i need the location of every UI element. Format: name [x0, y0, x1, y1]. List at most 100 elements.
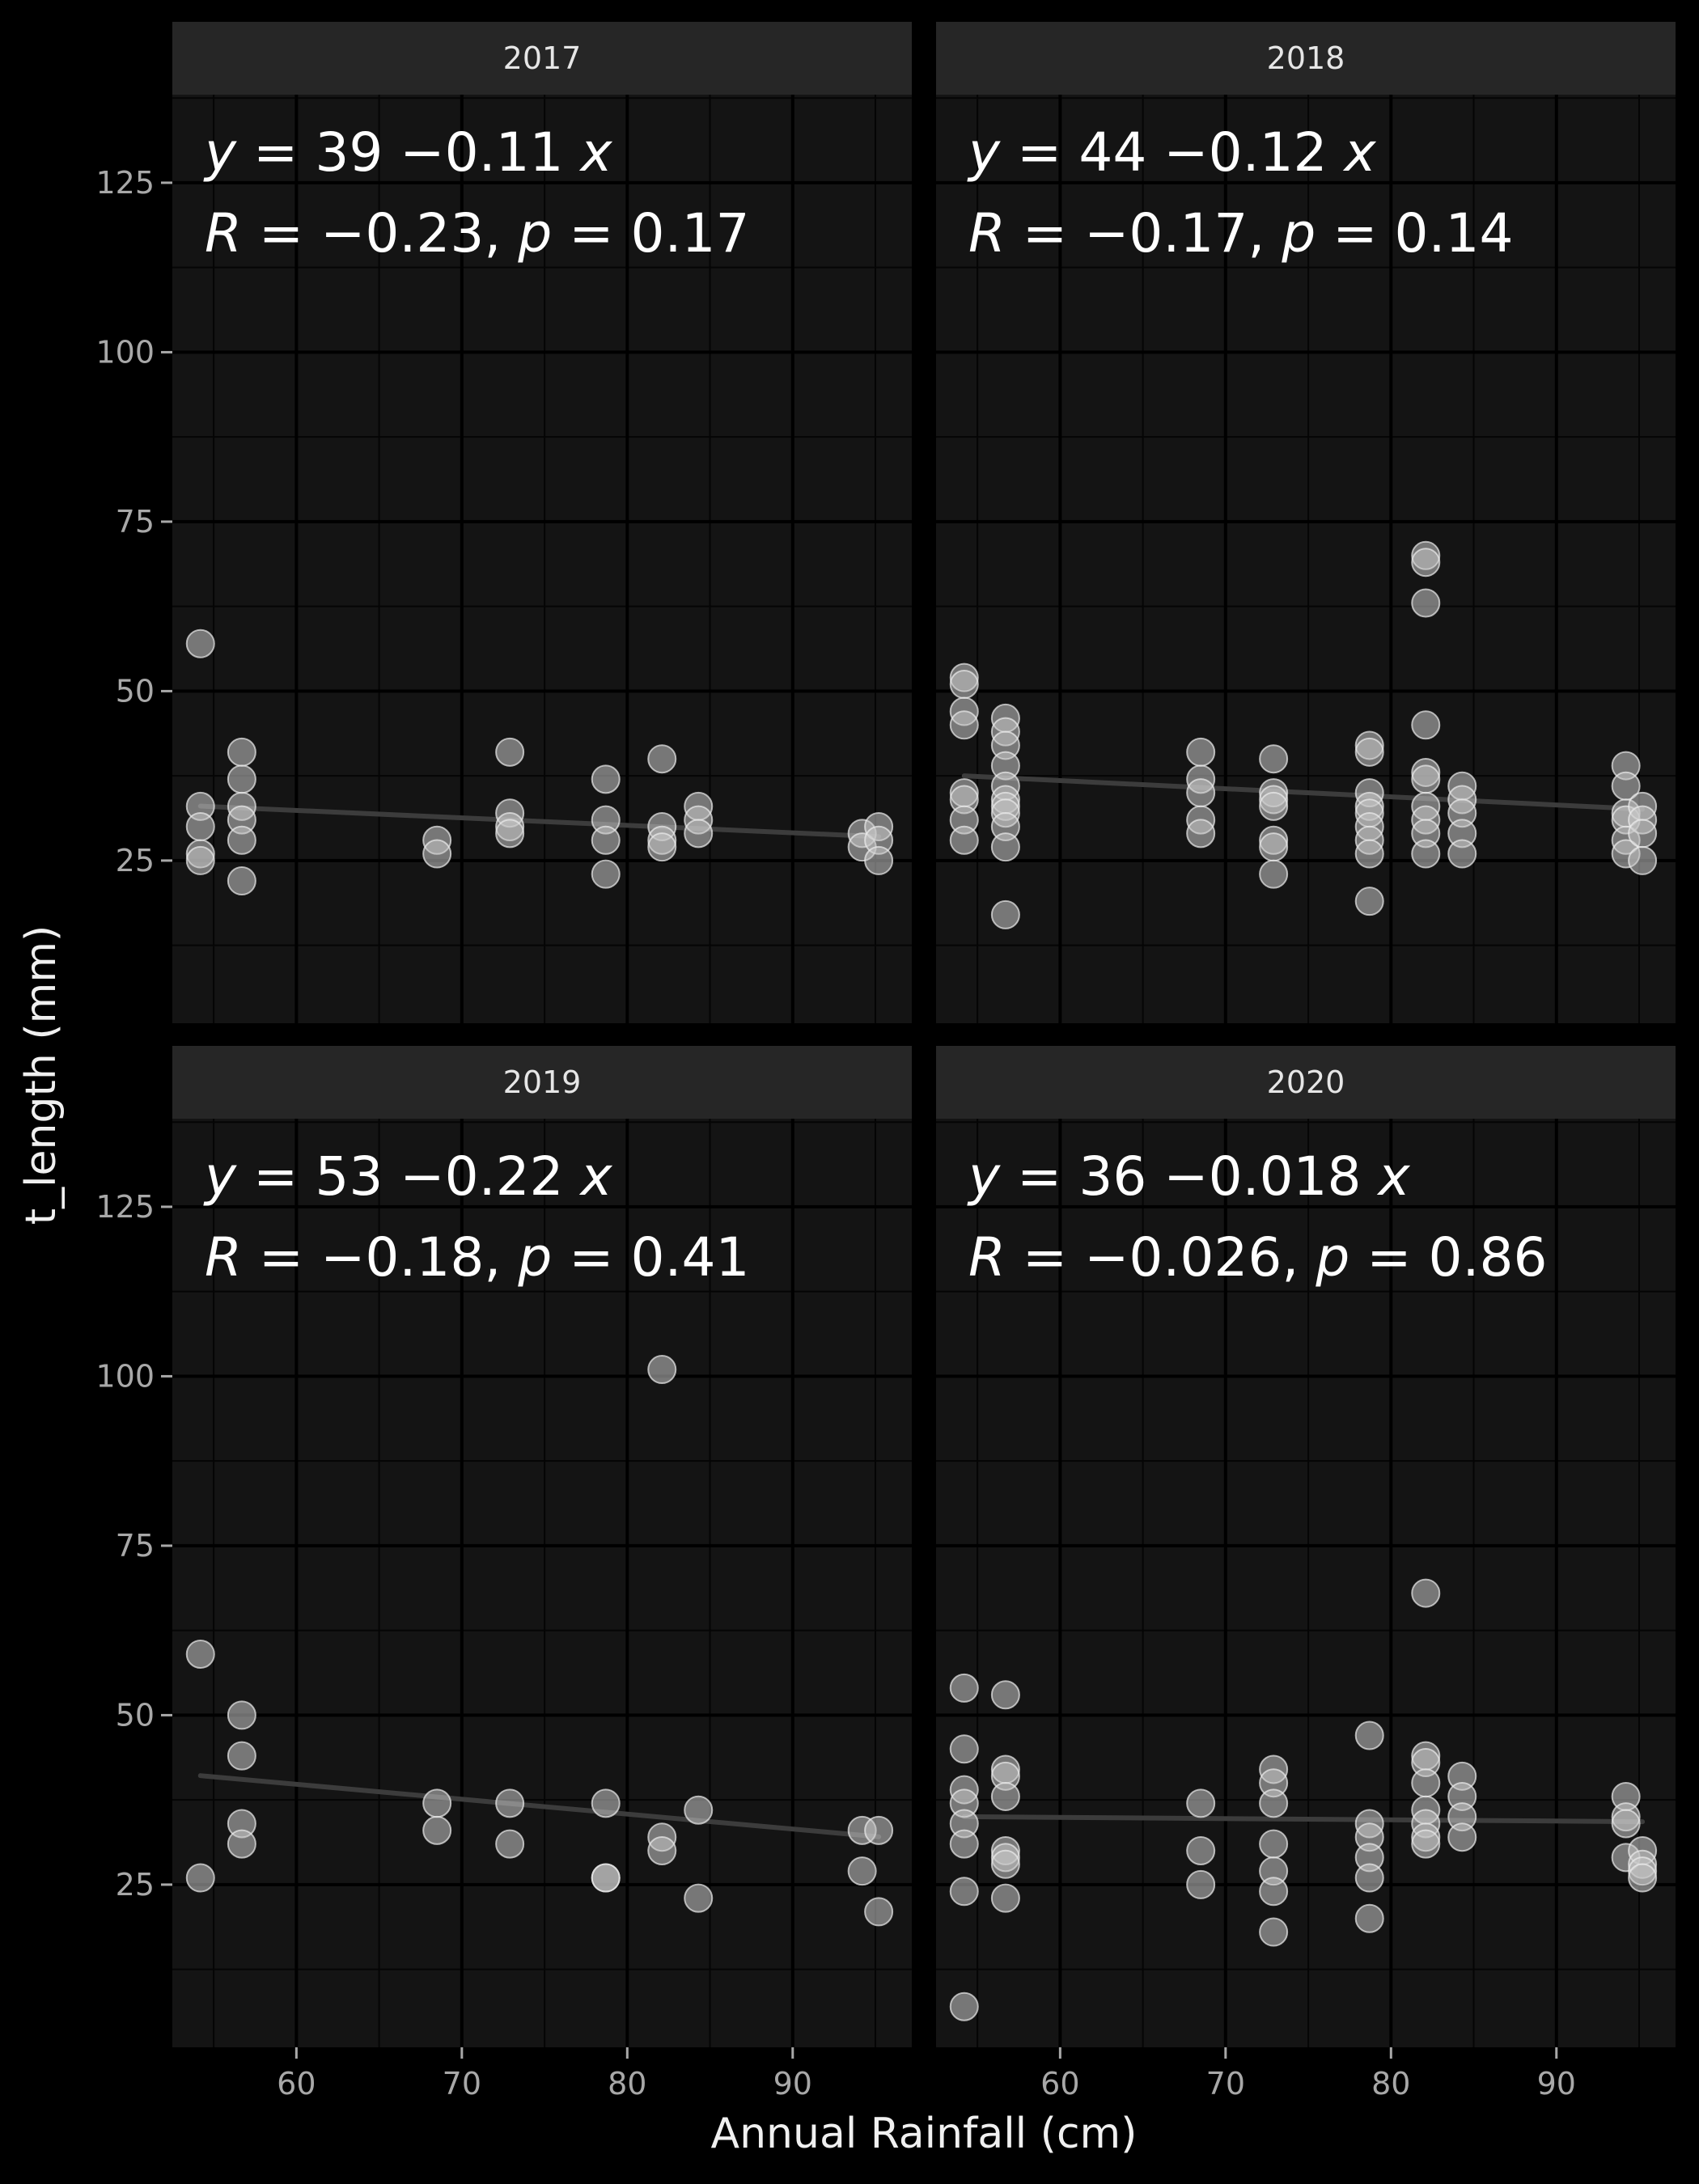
x-tick-label: 60 — [277, 2066, 316, 2101]
trend-line — [197, 803, 882, 840]
data-point — [990, 1883, 1020, 1913]
data-point — [1411, 710, 1441, 740]
data-point — [591, 859, 621, 889]
data-point — [1411, 1768, 1441, 1798]
data-point — [647, 832, 677, 862]
data-point — [1411, 1578, 1441, 1608]
data-point — [949, 710, 979, 740]
data-point — [1354, 1903, 1384, 1933]
facet-strip-label: 2017 — [503, 40, 582, 76]
data-point — [1411, 548, 1441, 578]
data-point — [227, 866, 256, 896]
data-point — [990, 1781, 1020, 1811]
data-point — [949, 1673, 979, 1703]
data-point — [990, 1849, 1020, 1879]
data-point — [647, 744, 677, 774]
facet-panel-2017: 2017 y = 39 −0.11 x R = −0.23, p = 0.17 — [172, 22, 912, 1023]
data-point — [1259, 1877, 1289, 1907]
correlation-stats: R = −0.23, p = 0.17 — [205, 202, 749, 265]
trend-line — [197, 1773, 882, 1839]
data-point — [422, 1788, 452, 1818]
x-axis-title: Annual Rainfall (cm) — [711, 2110, 1138, 2158]
data-point — [591, 1788, 621, 1818]
x-tick-label: 90 — [1537, 2066, 1576, 2101]
data-point — [1354, 839, 1384, 869]
data-point — [185, 1639, 215, 1669]
data-point — [591, 764, 621, 794]
data-point — [591, 825, 621, 855]
facet-panel-2018: 2018 y = 44 −0.12 x R = −0.17, p = 0.14 — [936, 22, 1676, 1023]
data-point — [1354, 1863, 1384, 1893]
data-point — [1447, 1822, 1477, 1852]
data-point — [1259, 1788, 1289, 1818]
data-point — [185, 845, 215, 875]
data-point — [1411, 839, 1441, 869]
regression-equation: y = 53 −0.22 x — [203, 1145, 613, 1208]
data-point — [1447, 839, 1477, 869]
y-tick-label: 50 — [116, 673, 155, 709]
facet-strip-label: 2020 — [1267, 1064, 1345, 1100]
regression-equation: y = 44 −0.12 x — [967, 121, 1377, 184]
x-tick-label: 60 — [1040, 2066, 1079, 2101]
data-point — [1354, 737, 1384, 767]
data-point — [422, 839, 452, 869]
y-tick-label: 50 — [116, 1697, 155, 1733]
data-point — [495, 737, 525, 767]
facet-strip-label: 2018 — [1267, 40, 1345, 76]
x-tick-label: 70 — [443, 2066, 481, 2101]
data-point — [422, 1815, 452, 1845]
y-tick-label: 25 — [116, 843, 155, 878]
data-point — [185, 629, 215, 658]
facet-strip-background — [172, 22, 912, 95]
x-tick-label: 80 — [1371, 2066, 1410, 2101]
data-point — [1186, 737, 1216, 767]
regression-equation: y = 39 −0.11 x — [203, 121, 613, 184]
facet-panel-2020: 2020 y = 36 −0.018 x R = −0.026, p = 0.86 — [936, 1046, 1676, 2047]
data-point — [1186, 1869, 1216, 1899]
x-tick-label: 70 — [1206, 2066, 1245, 2101]
data-point — [1259, 832, 1289, 862]
trend-line — [961, 773, 1646, 812]
facet-strip-background — [936, 22, 1676, 95]
data-point — [1186, 819, 1216, 849]
correlation-stats: R = −0.17, p = 0.14 — [968, 202, 1513, 265]
data-point — [591, 1863, 621, 1893]
data-point — [227, 1829, 256, 1859]
data-point — [185, 1863, 215, 1893]
correlation-stats: R = −0.18, p = 0.41 — [205, 1226, 749, 1289]
facet-strip-label: 2019 — [503, 1064, 582, 1100]
data-point — [949, 1991, 979, 2021]
data-point — [990, 832, 1020, 862]
data-point — [1259, 791, 1289, 821]
y-tick-label: 75 — [116, 504, 155, 540]
data-point — [1259, 744, 1289, 774]
data-point — [684, 1795, 714, 1825]
data-point — [227, 1700, 256, 1730]
data-point — [647, 1835, 677, 1865]
data-point — [949, 1829, 979, 1859]
data-point — [949, 670, 979, 700]
y-tick-label: 25 — [116, 1867, 155, 1903]
data-point — [949, 1734, 979, 1764]
y-tick-label: 125 — [95, 1189, 155, 1225]
x-tick-label: 80 — [608, 2066, 646, 2101]
data-point — [1259, 1829, 1289, 1859]
data-point — [1354, 887, 1384, 916]
data-point — [227, 764, 256, 794]
data-point — [227, 737, 256, 767]
data-point — [990, 899, 1020, 929]
data-point — [1628, 845, 1658, 875]
y-tick-label: 75 — [116, 1528, 155, 1564]
regression-equation: y = 36 −0.018 x — [967, 1145, 1411, 1208]
y-axis-title: t_length (mm) — [17, 925, 66, 1225]
data-point — [1628, 819, 1658, 849]
data-point — [1411, 764, 1441, 794]
y-tick-label: 125 — [95, 165, 155, 201]
data-point — [949, 825, 979, 855]
trend-line — [961, 1814, 1646, 1825]
data-point — [949, 1877, 979, 1907]
data-point — [1186, 778, 1216, 808]
data-point — [990, 1680, 1020, 1710]
data-point — [1411, 588, 1441, 618]
data-point — [684, 1883, 714, 1913]
